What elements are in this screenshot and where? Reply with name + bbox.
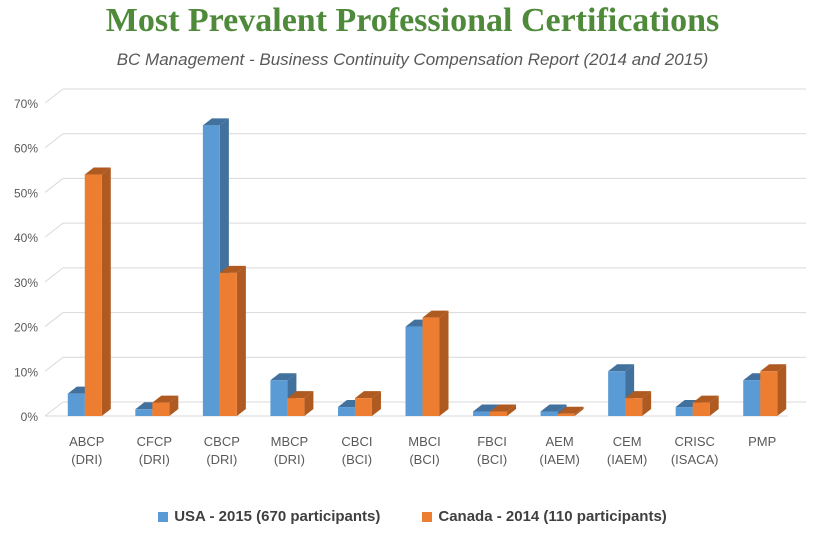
x-tick-label: AEM [546, 434, 574, 449]
bar-usa [473, 411, 491, 416]
gridline-depth [44, 312, 64, 327]
bar-usa [405, 326, 423, 416]
x-tick-label: CBCI [341, 434, 372, 449]
x-tick-label: CEM [613, 434, 642, 449]
bar-usa [202, 125, 220, 416]
x-tick-label: CFCP [137, 434, 172, 449]
bar-usa [675, 407, 693, 416]
x-tick-label: (BCI) [409, 452, 439, 467]
x-tick-label: (ISACA) [671, 452, 719, 467]
x-tick-label: (IAEM) [607, 452, 647, 467]
bar-usa [540, 411, 558, 416]
bar-canada [692, 402, 710, 416]
bar-side-canada [642, 391, 652, 416]
bar-usa [135, 409, 153, 416]
bar-top-canada [84, 167, 111, 175]
y-tick-label: 0% [21, 410, 39, 424]
bar-canada [219, 272, 237, 416]
x-tick-label: (DRI) [274, 452, 305, 467]
x-tick-label: ABCP [69, 434, 104, 449]
gridline-depth [44, 222, 64, 238]
legend-item-canada: Canada - 2014 (110 participants) [422, 508, 667, 525]
bar-canada [152, 402, 170, 416]
bar-usa [743, 380, 761, 416]
bar-side-canada [236, 265, 246, 416]
bar-top-canada [219, 265, 246, 273]
y-tick-label: 50% [14, 186, 38, 200]
x-tick-label: CRISC [674, 434, 714, 449]
legend-label-usa: USA - 2015 (670 participants) [174, 508, 381, 525]
y-tick-label: 70% [14, 97, 38, 111]
gridline-depth [44, 88, 64, 104]
bar-side-canada [507, 404, 517, 416]
bar-top-canada [490, 404, 517, 412]
x-tick-label: MBCP [271, 434, 309, 449]
legend-swatch-usa [158, 511, 169, 522]
x-tick-label: (DRI) [139, 452, 170, 467]
bar-top-canada [152, 395, 179, 403]
chart-title: Most Prevalent Professional Certificatio… [105, 2, 720, 39]
x-tick-label: (BCI) [342, 452, 372, 467]
gridline-depth [44, 267, 64, 283]
bar-top-usa [270, 373, 297, 381]
bar-side-canada [304, 391, 314, 416]
x-tick-label: PMP [748, 434, 776, 449]
x-tick-label: (IAEM) [539, 452, 579, 467]
bar-top-canada [354, 391, 381, 399]
bar-side-canada [777, 364, 787, 416]
bar-top-canada [625, 391, 652, 399]
bar-top-canada [760, 364, 787, 372]
y-tick-label: 60% [14, 142, 38, 156]
x-tick-label: (DRI) [71, 452, 102, 467]
bar-canada [490, 411, 508, 416]
x-tick-label: MBCI [408, 434, 441, 449]
x-tick-label: CBCP [204, 434, 240, 449]
bar-top-usa [473, 404, 500, 412]
gridline-depth [44, 133, 64, 149]
bar-canada [354, 398, 372, 416]
bar-canada [625, 398, 643, 416]
bar-side-canada [101, 167, 111, 416]
bar-canada [557, 413, 575, 416]
bar-top-usa [202, 118, 229, 126]
gridline-depth [44, 401, 64, 417]
bar-top-canada [557, 406, 584, 414]
bar-usa [337, 407, 355, 416]
y-tick-label: 40% [14, 231, 38, 245]
bar-side-canada [371, 391, 381, 416]
legend-item-usa: USA - 2015 (670 participants) [158, 508, 380, 525]
gridline-depth [44, 356, 64, 372]
bar-side-canada [709, 395, 719, 416]
bar-usa [270, 380, 288, 416]
x-tick-label: FBCI [477, 434, 507, 449]
bar-top-canada [287, 391, 314, 399]
bar-canada [287, 398, 305, 416]
gridline-depth [44, 178, 64, 193]
y-tick-label: 30% [14, 276, 38, 290]
bar-usa [608, 371, 626, 416]
y-tick-label: 10% [14, 365, 38, 379]
bar-canada [422, 317, 440, 416]
bar-top-usa [608, 364, 635, 372]
chart-subtitle: BC Management - Business Continuity Comp… [116, 50, 709, 69]
x-tick-label: (BCI) [477, 452, 507, 467]
bar-top-canada [692, 395, 719, 403]
bar-canada [760, 371, 778, 416]
bar-canada [84, 174, 102, 416]
legend-swatch-canada [422, 511, 433, 522]
bar-side-canada [169, 395, 179, 416]
legend: USA - 2015 (670 participants) Canada - 2… [0, 508, 825, 525]
bar-usa [67, 393, 85, 416]
bar-top-usa [540, 404, 567, 412]
y-tick-label: 20% [14, 321, 38, 335]
x-tick-label: (DRI) [206, 452, 237, 467]
bar-top-canada [422, 310, 449, 318]
legend-label-canada: Canada - 2014 (110 participants) [438, 508, 667, 525]
bar-side-canada [439, 310, 449, 416]
bar-side-canada [574, 406, 584, 416]
